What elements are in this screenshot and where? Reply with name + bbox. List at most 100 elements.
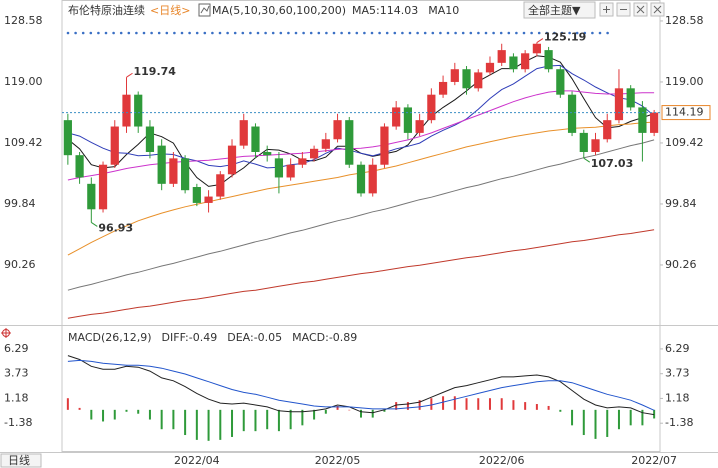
- candle-body: [544, 50, 553, 70]
- macd-bar: [360, 409, 362, 418]
- event-dot: [340, 31, 343, 35]
- candle-body: [403, 107, 413, 133]
- legend-label: DEA:-0.05: [227, 331, 282, 344]
- macd-bar: [571, 409, 574, 426]
- candle-body: [345, 120, 354, 165]
- event-dot: [469, 31, 473, 35]
- candle-body: [380, 126, 389, 165]
- event-dot: [188, 31, 191, 35]
- event-dot: [89, 31, 93, 35]
- macd-bar: [477, 398, 480, 410]
- event-dot: [264, 31, 267, 35]
- macd-bar: [512, 400, 515, 410]
- macd-bar: [383, 409, 386, 412]
- event-dot: [127, 31, 131, 35]
- event-dot: [287, 31, 290, 35]
- extreme-label: 107.03: [591, 157, 633, 170]
- event-dot: [606, 31, 609, 35]
- event-dot: [195, 31, 199, 35]
- event-dot: [401, 31, 404, 35]
- macd-bar: [582, 409, 585, 436]
- ma-icon-glyph: [200, 5, 210, 14]
- annotation-pointer: [91, 222, 98, 227]
- macd-bar: [395, 402, 398, 410]
- event-dot: [173, 31, 176, 35]
- y-tick-label-right: 90.26: [665, 258, 697, 271]
- event-dot: [378, 31, 381, 35]
- event-dot: [332, 31, 336, 35]
- candle-body: [521, 53, 530, 70]
- macd-bar: [113, 409, 116, 420]
- close-glyph: [653, 5, 662, 14]
- event-dot: [211, 31, 214, 35]
- macd-bar: [148, 409, 151, 420]
- macd-bar: [348, 409, 351, 411]
- x-tick-label: 2022/07: [631, 454, 677, 467]
- event-dot: [446, 31, 450, 35]
- macd-bar: [102, 409, 105, 422]
- y-tick-label-right: 109.42: [665, 136, 704, 149]
- candle-body: [286, 164, 295, 178]
- candle-body: [650, 112, 659, 133]
- period-label[interactable]: <日线>: [150, 3, 190, 17]
- y-tick-label: -1.38: [4, 416, 32, 429]
- candle-body: [157, 145, 166, 184]
- event-dot: [157, 31, 161, 35]
- macd-bar: [453, 396, 456, 410]
- event-dot: [598, 31, 602, 35]
- candle-body: [567, 94, 577, 133]
- macd-bar: [524, 402, 527, 410]
- period-button[interactable]: [0, 453, 42, 468]
- event-dot: [477, 31, 480, 35]
- y-tick-label: 99.84: [4, 197, 36, 210]
- extreme-label: 125.19: [544, 31, 586, 44]
- candle-body: [321, 139, 330, 149]
- event-dot: [135, 31, 138, 35]
- event-dot: [256, 31, 260, 35]
- candle-body: [63, 120, 72, 156]
- macd-bar: [535, 404, 538, 410]
- candle-body: [579, 132, 588, 152]
- candle-body: [392, 107, 401, 127]
- event-dot: [271, 31, 275, 35]
- ma-icon[interactable]: [198, 3, 211, 17]
- event-dot: [81, 31, 85, 35]
- macd-bar: [66, 398, 69, 410]
- event-dot: [393, 31, 397, 35]
- candle-body: [497, 50, 506, 63]
- macd-bar: [137, 409, 140, 414]
- legend-label: MACD(26,12,9): [68, 331, 152, 344]
- macd-bar: [301, 409, 304, 426]
- event-dot: [499, 31, 503, 35]
- event-dot: [165, 31, 169, 35]
- crosshair-glyph: [1, 328, 11, 338]
- candle-body: [87, 183, 96, 210]
- macd-bar: [559, 409, 562, 412]
- macd-bar: [195, 409, 198, 440]
- ma-line: [67, 64, 655, 169]
- candle-body: [216, 174, 225, 197]
- candle-body: [251, 126, 260, 152]
- event-dot: [370, 31, 374, 35]
- macd-bar: [277, 409, 280, 432]
- y-tick-label: 3.73: [4, 367, 29, 380]
- ma-line: [67, 139, 655, 291]
- event-dot: [218, 31, 222, 35]
- event-dot: [112, 31, 115, 35]
- candle-body: [169, 158, 178, 184]
- macd-bar: [172, 409, 175, 430]
- event-dot: [355, 31, 359, 35]
- event-dot: [522, 31, 526, 35]
- theme-button[interactable]: [523, 1, 596, 19]
- y-tick-label: 90.26: [4, 258, 36, 271]
- y-tick-label-right: 6.29: [665, 342, 690, 355]
- candle-body: [415, 120, 424, 133]
- macd-bar: [160, 409, 163, 430]
- candle-body: [75, 155, 84, 178]
- macd-line: [67, 355, 655, 416]
- ma-legend: MA(5,10,30,60,100,200): [212, 4, 346, 17]
- macd-bar: [78, 407, 81, 410]
- candle-body: [204, 196, 213, 203]
